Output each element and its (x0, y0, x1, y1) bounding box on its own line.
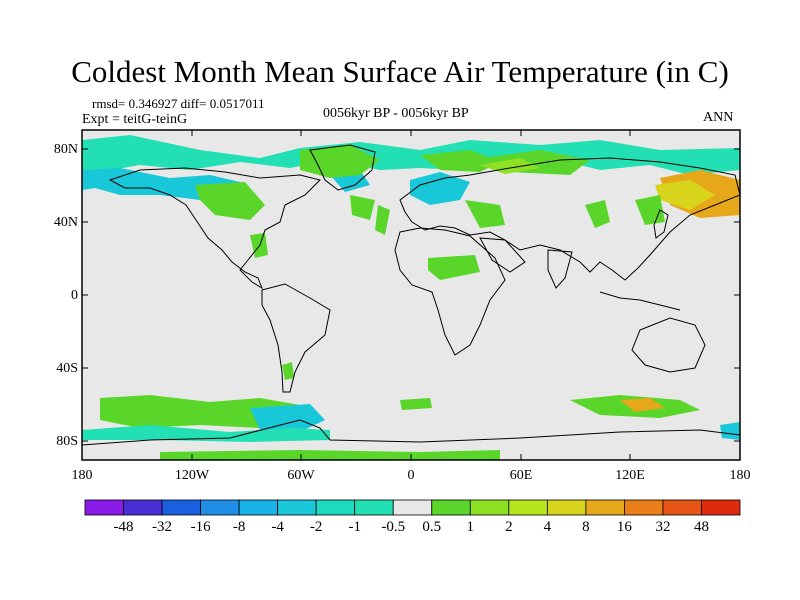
patch-russia-lightgreen (480, 158, 540, 174)
colorbar-box (200, 499, 240, 516)
coast-antarctica (81, 419, 741, 446)
coast-greenland (309, 144, 376, 191)
lon-tick-label: 120E (615, 468, 645, 483)
patch-asia-green (585, 200, 610, 228)
lat-tick-label: 0 (71, 288, 78, 303)
colorbar-label: -1 (348, 519, 361, 535)
lon-tick-label: 120W (174, 468, 210, 483)
colorbar-label: 1 (466, 519, 475, 535)
colorbar-box (123, 499, 163, 516)
colorbar-box (662, 499, 702, 516)
colorbar-label: -32 (152, 519, 173, 535)
lon-tick-label: 180 (71, 468, 93, 483)
colorbar-label: 16 (616, 519, 632, 535)
coast-eurasia (399, 157, 741, 281)
chart-title: Coldest Month Mean Surface Air Temperatu… (71, 54, 729, 89)
colorbar-label: 32 (655, 519, 671, 535)
lat-tick-label: 40N (53, 215, 78, 230)
patch-weddell-cyan (250, 404, 325, 432)
patch-africa-green (428, 255, 480, 280)
lon-tick-label: 60E (509, 468, 533, 483)
lon-tick-label: 0 (407, 468, 415, 483)
patch-na-green (195, 182, 265, 220)
colorbar-label: -8 (232, 519, 246, 535)
patch-antarctic-green (160, 450, 500, 460)
colorbar-box (508, 499, 548, 516)
patch-southpac-green (400, 398, 432, 410)
colorbar-label: 0.5 (422, 519, 442, 535)
anomaly-patches (82, 135, 740, 460)
coast-japan (653, 209, 669, 239)
lon-tick-label: 180 (729, 468, 751, 483)
patch-eastasia-yellow (655, 180, 715, 210)
colorbar-label: -16 (190, 519, 211, 535)
colorbar-label: -2 (309, 519, 323, 535)
colorbar-box (624, 499, 664, 516)
coast-africa (394, 227, 506, 356)
patch-midatlantic-green (375, 205, 390, 235)
coast-indonesia (599, 291, 681, 311)
colorbar-box (392, 499, 433, 516)
patch-ross-cyan (720, 422, 740, 440)
patch-southamerica-green (282, 362, 294, 380)
colorbar-box (469, 499, 510, 516)
coast-north-america (108, 167, 321, 290)
colorbar-box (354, 499, 394, 516)
lat-tick-label: 80N (53, 142, 78, 157)
season-label: ANN (703, 110, 734, 125)
colorbar-box (546, 499, 587, 516)
period-label: 0056kyr BP - 0056kyr BP (323, 106, 469, 121)
colorbar-box (161, 499, 201, 516)
colorbar-box (585, 499, 625, 516)
coast-india (547, 249, 573, 289)
colorbar-label: -0.5 (381, 519, 406, 535)
coast-south-america (261, 283, 331, 393)
colorbar-label: 48 (693, 519, 709, 535)
patch-antarctic-teal (82, 425, 330, 442)
colorbar-box (238, 499, 279, 516)
experiment-label: Expt = teitG-teinG (82, 112, 188, 127)
coast-australia (631, 317, 706, 373)
colorbar-label: -4 (271, 519, 284, 535)
coast-arabia (479, 237, 526, 273)
lon-tick-label: 60W (287, 468, 315, 483)
patch-indianocean-orange (620, 398, 665, 412)
colorbar-box (431, 499, 471, 516)
colorbar-box (84, 499, 124, 516)
colorbar-label: 2 (505, 519, 513, 535)
patch-atlantic-green (350, 195, 375, 220)
colorbar-label: 4 (543, 519, 552, 535)
patch-scandinavia-green (420, 150, 500, 172)
colorbar-label: -48 (113, 519, 134, 535)
colorbar-label: 8 (582, 519, 590, 535)
colorbar-box (277, 499, 317, 516)
patch-arctic-teal (82, 135, 740, 175)
stats-text: rmsd= 0.346927 diff= 0.0517011 (92, 96, 265, 111)
colorbar-box (315, 499, 356, 516)
patch-europe-cyan (410, 172, 470, 205)
lat-tick-label: 80S (56, 434, 78, 449)
axis-ticks (82, 130, 740, 460)
patch-europe-green (465, 200, 505, 228)
colorbar-box (701, 499, 741, 516)
colorbar (84, 499, 741, 516)
coastlines (81, 144, 741, 446)
lat-tick-label: 40S (56, 361, 78, 376)
